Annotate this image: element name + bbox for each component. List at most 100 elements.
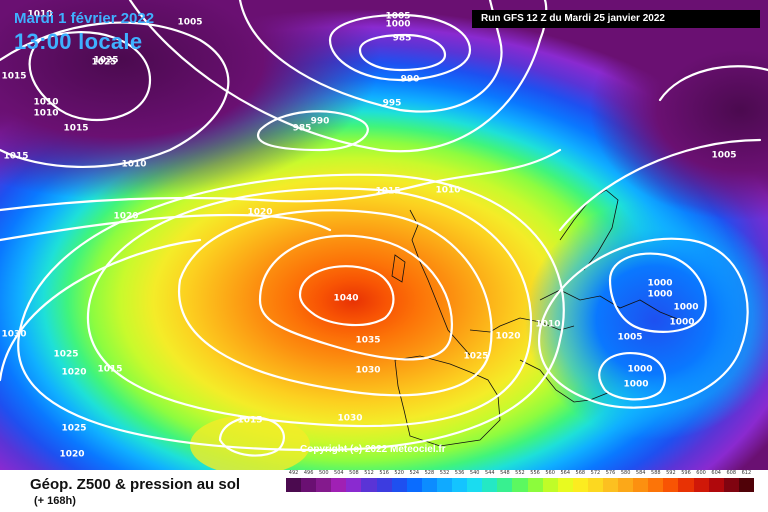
scale-swatch <box>452 478 468 492</box>
isobar-label: 1010 <box>121 160 146 170</box>
isobar-1035-high <box>258 234 453 361</box>
scale-swatch <box>557 478 573 492</box>
scale-swatch <box>331 478 347 492</box>
scale-swatch <box>406 478 422 492</box>
isobar-label: 1030 <box>1 330 26 340</box>
color-scale-labels: 492 496 500 504 508 512 516 520 524 528 532 536 540 5… <box>286 470 754 476</box>
scale-tick-label: 596 <box>681 470 691 476</box>
scale-tick-label: 560 <box>545 470 555 476</box>
scale-swatch <box>648 478 664 492</box>
isobar-label: 1005 <box>711 151 736 161</box>
isobar-990-low <box>358 33 447 72</box>
scale-swatch <box>512 478 528 492</box>
scale-tick-label: 528 <box>424 470 435 476</box>
isobar-label: 1020 <box>61 368 86 378</box>
isobar-1020-west <box>0 213 332 242</box>
isobar-1015-jet <box>0 148 562 212</box>
scale-swatch <box>693 478 709 492</box>
scale-tick-label: 516 <box>379 470 389 476</box>
scale-tick-label: 524 <box>409 470 420 476</box>
isobar-label: 1025 <box>463 352 488 362</box>
isobar-1040-high <box>298 265 395 327</box>
isobar-label: 1040 <box>333 294 358 304</box>
isobar-label: 1010 <box>27 10 52 20</box>
isobar-995-low <box>328 13 472 82</box>
isobar-label: 1020 <box>59 450 84 460</box>
isobar-label: 1030 <box>355 366 380 376</box>
run-info: Run GFS 12 Z du Mardi 25 janvier 2022 <box>472 10 760 28</box>
isobar-1030-high <box>177 209 493 397</box>
isobar-label: 1015 <box>63 124 88 134</box>
coast-ireland <box>391 254 406 283</box>
scale-swatch <box>527 478 543 492</box>
z500-low-northeast <box>590 0 768 220</box>
isobar-label: 1015 <box>3 152 28 162</box>
isobar-label: 1015 <box>237 416 262 426</box>
scale-tick-label: 544 <box>484 470 495 476</box>
isobar-label: 1015 <box>375 187 400 197</box>
isobar-label: 1000 <box>647 290 672 300</box>
scale-swatch <box>421 478 437 492</box>
scale-tick-label: 512 <box>364 470 374 476</box>
isobar-label: 1015 <box>97 365 122 375</box>
scale-swatch <box>633 478 649 492</box>
isobar-1025-northwest <box>28 31 152 122</box>
isobar-label: 985 <box>393 34 412 44</box>
map-time: 13:00 locale <box>14 29 143 54</box>
isobar-label: 1000 <box>385 20 410 30</box>
scale-tick-label: 568 <box>575 470 586 476</box>
scale-swatch <box>467 478 483 492</box>
scale-swatch <box>482 478 498 492</box>
isobar-label: 1025 <box>53 350 78 360</box>
isobar-labels: 1010100510051000985990995990985102510101… <box>1 10 736 460</box>
scale-swatch <box>346 478 362 492</box>
scale-tick-label: 584 <box>635 470 646 476</box>
isobar-1015-southwest <box>0 238 202 382</box>
scale-swatch <box>286 478 302 492</box>
scale-tick-label: 608 <box>726 470 737 476</box>
coast-iberia <box>394 355 501 447</box>
geopotential-map: 1010100510051000985990995990985102510101… <box>0 0 768 470</box>
copyright-text: Copyright (c) 2022 Meteociel.fr <box>300 444 446 455</box>
coast-britain <box>409 209 471 356</box>
isobar-1020-high <box>17 173 565 452</box>
scale-swatch <box>587 478 603 492</box>
legend-title: Géop. Z500 & pression au sol <box>30 476 241 493</box>
isobar-label: 1015 <box>1 72 26 82</box>
isobar-1005-north <box>128 0 548 153</box>
isobar-label: 1020 <box>113 212 138 222</box>
scale-swatch <box>497 478 513 492</box>
scale-swatch <box>391 478 407 492</box>
isobar-label: 985 <box>293 124 312 134</box>
scale-swatch <box>618 478 634 492</box>
isobar-label: 1010 <box>435 186 460 196</box>
isobar-label: 1000 <box>669 318 694 328</box>
scale-swatch <box>316 478 332 492</box>
scale-tick-label: 520 <box>394 470 404 476</box>
scale-tick-label: 552 <box>515 470 525 476</box>
scale-tick-label: 496 <box>303 470 314 476</box>
isobar-label: 1000 <box>673 303 698 313</box>
isobar-1020-south <box>218 416 285 457</box>
scale-tick-label: 564 <box>560 470 570 476</box>
isobar-label: 1020 <box>495 332 520 342</box>
isobar-label: 990 <box>311 117 330 127</box>
scale-swatch <box>602 478 619 492</box>
scale-tick-label: 572 <box>590 470 601 476</box>
scale-swatch <box>663 478 679 492</box>
scale-swatch <box>708 478 724 492</box>
scale-tick-label: 492 <box>288 470 299 476</box>
scale-tick-label: 504 <box>334 470 344 476</box>
isobar-label: 1020 <box>247 208 272 218</box>
isobar-985-low <box>257 110 369 152</box>
isobar-label: 1010 <box>33 98 58 108</box>
isobar-label: 1025 <box>93 56 118 66</box>
scale-swatch <box>436 478 453 492</box>
coast-continent <box>469 317 575 333</box>
scale-tick-label: 536 <box>454 470 465 476</box>
scale-tick-label: 548 <box>500 470 510 476</box>
scale-swatch <box>572 478 588 492</box>
isobar-lines <box>0 0 768 457</box>
isobar-label: 1000 <box>647 279 672 289</box>
